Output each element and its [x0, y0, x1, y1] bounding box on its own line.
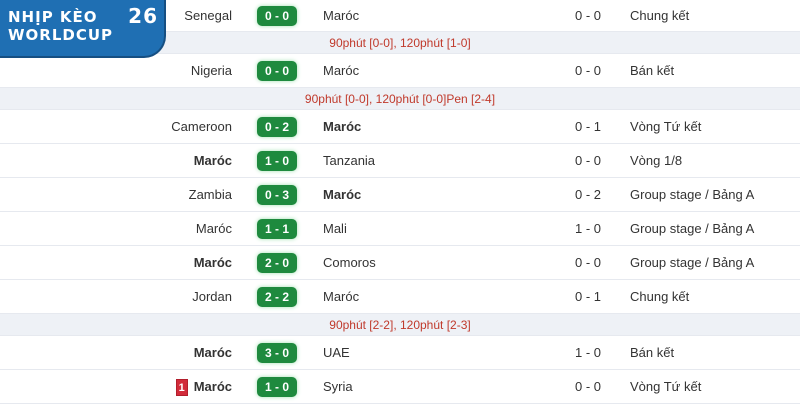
away-team[interactable]: Maróc [323, 289, 360, 304]
logo-line-1: NHỊP KÈO [8, 8, 98, 26]
score-badge[interactable]: 0 - 0 [257, 6, 297, 26]
score-badge[interactable]: 1 - 0 [257, 151, 297, 171]
round: Group stage / Bảng A [630, 255, 755, 270]
half-time-score: 1 - 0 [574, 345, 601, 360]
away-team[interactable]: UAE [323, 345, 350, 360]
match-row[interactable]: Cameroon 0 - 2 Maróc 0 - 1 Vòng Tứ kết [0, 110, 800, 144]
home-team[interactable]: Maróc [195, 221, 232, 236]
half-time-score: 0 - 0 [574, 153, 601, 168]
home-team[interactable]: Jordan [192, 289, 232, 304]
half-time-score: 1 - 0 [574, 221, 601, 236]
home-team[interactable]: Senegal [184, 8, 232, 23]
home-team-name: Maróc [193, 379, 232, 394]
away-team[interactable]: Tanzania [323, 153, 376, 168]
score-badge[interactable]: 0 - 0 [257, 61, 297, 81]
worldcup-trophy-icon: 26 [128, 4, 158, 28]
half-time-score: 0 - 0 [574, 379, 601, 394]
score-badge[interactable]: 3 - 0 [257, 343, 297, 363]
home-team[interactable]: Cameroon [171, 119, 232, 134]
score-badge[interactable]: 2 - 0 [257, 253, 297, 273]
match-row[interactable]: Maróc 3 - 0 UAE 1 - 0 Bán kết [0, 336, 800, 370]
half-time-score: 0 - 0 [574, 255, 601, 270]
away-team[interactable]: Syria [323, 379, 353, 394]
match-row[interactable]: 1 Maróc 1 - 0 Syria 0 - 0 Vòng Tứ kết [0, 370, 800, 404]
match-row[interactable]: Maróc 1 - 0 Tanzania 0 - 0 Vòng 1/8 [0, 144, 800, 178]
half-time-score: 0 - 1 [574, 289, 601, 304]
half-time-score: 0 - 1 [574, 119, 601, 134]
away-team[interactable]: Comoros [323, 255, 376, 270]
match-row[interactable]: Maróc 1 - 1 Mali 1 - 0 Group stage / Bản… [0, 212, 800, 246]
logo-line-2: WORLDCUP [8, 26, 114, 44]
half-time-score: 0 - 0 [574, 63, 601, 78]
home-team[interactable]: Maróc [193, 345, 232, 360]
round: Bán kết [630, 63, 675, 78]
home-team[interactable]: Maróc [193, 255, 232, 270]
round: Vòng Tứ kết [630, 119, 702, 134]
score-badge[interactable]: 1 - 0 [257, 377, 297, 397]
site-logo[interactable]: NHỊP KÈO WORLDCUP 26 [0, 0, 166, 58]
home-team[interactable]: Zambia [188, 187, 232, 202]
home-team[interactable]: 1 Maróc [175, 370, 232, 404]
score-badge[interactable]: 2 - 2 [257, 287, 297, 307]
match-note: 90phút [0-0], 120phút [0-0]Pen [2-4] [0, 88, 800, 110]
away-team[interactable]: Maróc [323, 119, 362, 134]
round: Bán kết [630, 345, 675, 360]
score-badge[interactable]: 0 - 2 [257, 117, 297, 137]
home-team[interactable]: Nigeria [190, 63, 232, 78]
red-card-icon: 1 [175, 379, 188, 397]
round: Chung kết [630, 289, 690, 304]
home-team[interactable]: Maróc [193, 153, 232, 168]
round: Vòng Tứ kết [630, 379, 702, 394]
score-badge[interactable]: 1 - 1 [257, 219, 297, 239]
round: Group stage / Bảng A [630, 187, 755, 202]
match-row[interactable]: Zambia 0 - 3 Maróc 0 - 2 Group stage / B… [0, 178, 800, 212]
away-team[interactable]: Maróc [323, 8, 360, 23]
away-team[interactable]: Maróc [323, 187, 362, 202]
match-row[interactable]: Jordan 2 - 2 Maróc 0 - 1 Chung kết [0, 280, 800, 314]
away-team[interactable]: Maróc [323, 63, 360, 78]
match-row[interactable]: Nigeria 0 - 0 Maróc 0 - 0 Bán kết [0, 54, 800, 88]
round: Vòng 1/8 [630, 153, 683, 168]
match-note: 90phút [0-0], 120phút [1-0] [0, 32, 800, 54]
score-badge[interactable]: 0 - 3 [257, 185, 297, 205]
match-note: 90phút [2-2], 120phút [2-3] [0, 314, 800, 336]
away-team[interactable]: Mali [323, 221, 347, 236]
match-row[interactable]: Maróc 2 - 0 Comoros 0 - 0 Group stage / … [0, 246, 800, 280]
round: Chung kết [630, 8, 690, 23]
round: Group stage / Bảng A [630, 221, 755, 236]
half-time-score: 0 - 2 [574, 187, 601, 202]
half-time-score: 0 - 0 [574, 8, 601, 23]
